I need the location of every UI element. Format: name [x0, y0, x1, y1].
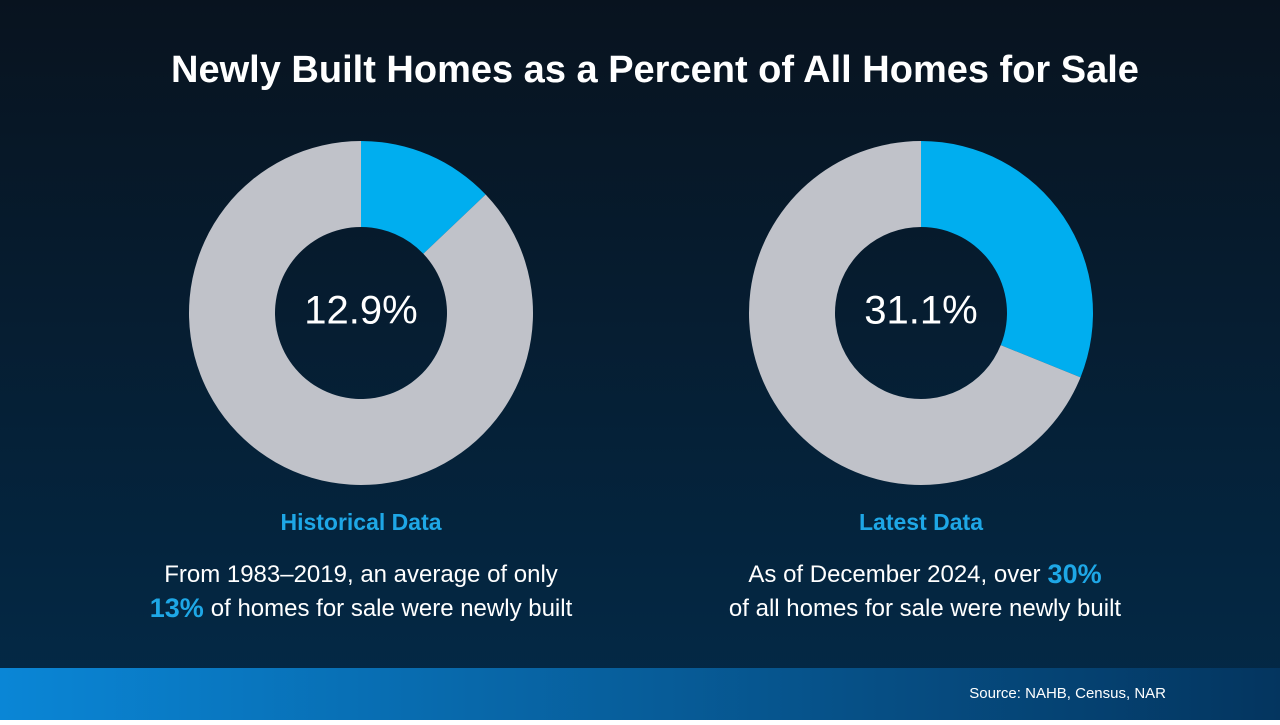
- description-text: 30%: [1048, 559, 1102, 589]
- description-text: of homes for sale were newly built: [211, 595, 573, 622]
- footer-band: [0, 668, 1280, 720]
- description-text: As of December 2024, over: [748, 561, 1040, 588]
- description-text: 13%: [150, 593, 204, 623]
- center-label: 12.9%: [304, 289, 417, 333]
- pie-segment: [361, 141, 486, 254]
- title: Newly Built Homes as a Percent of All Ho…: [171, 49, 1139, 91]
- chart-heading: Historical Data: [280, 509, 441, 535]
- description-line: As of December 2024, over 30%: [748, 559, 1101, 589]
- description-line: of all homes for sale were newly built: [729, 595, 1122, 622]
- description-line: 13% of homes for sale were newly built: [150, 593, 573, 623]
- source: Source: NAHB, Census, NAR: [969, 685, 1166, 702]
- pie-segment: [921, 141, 1093, 378]
- pie-segment: [749, 141, 1081, 485]
- description-text: From 1983–2019, an average of only: [164, 561, 558, 588]
- description-text: of all homes for sale were newly built: [729, 595, 1122, 622]
- description-line: From 1983–2019, an average of only: [164, 561, 558, 588]
- chart-heading: Latest Data: [859, 509, 983, 535]
- center-label: 31.1%: [864, 289, 977, 333]
- pie-segment: [189, 141, 534, 485]
